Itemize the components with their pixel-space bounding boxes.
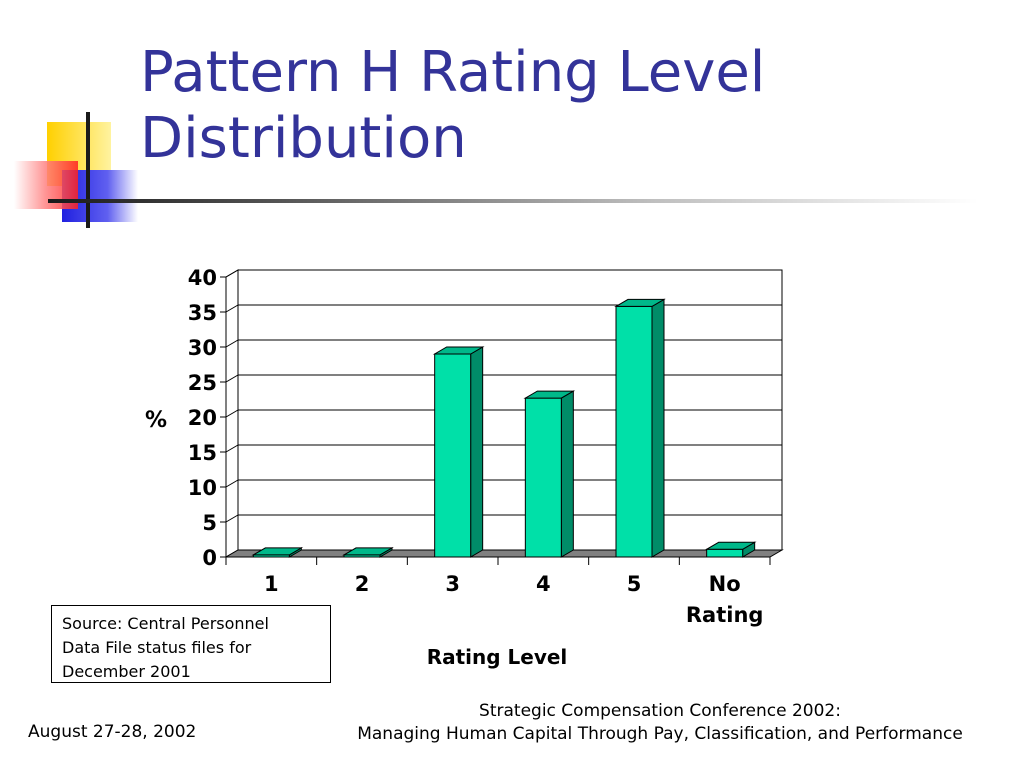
- slide-logo-decoration: [14, 112, 138, 228]
- bar-side: [470, 346, 484, 558]
- title-underline: [48, 199, 978, 203]
- gridline-side: [225, 479, 239, 488]
- y-tick-label: 5: [202, 511, 217, 535]
- y-tick-label: 10: [188, 476, 217, 500]
- page-title: Pattern H Rating Level Distribution: [140, 40, 1000, 172]
- chart-grid: [225, 269, 783, 558]
- bar-top: [614, 298, 666, 307]
- bar-side: [651, 298, 665, 558]
- chart-floor-plane: [224, 549, 784, 558]
- bar-top: [523, 390, 576, 399]
- logo-vertical-line: [86, 112, 90, 228]
- x-tick-label: 4: [536, 572, 551, 596]
- y-tick-label: 20: [188, 406, 217, 430]
- footer-conference: Strategic Compensation Conference 2002: …: [340, 700, 980, 746]
- x-tick-label: 2: [355, 572, 370, 596]
- gridline-side: [225, 409, 239, 418]
- gridline-side: [225, 514, 239, 523]
- bar-front: [615, 305, 653, 558]
- footer-date: August 27-28, 2002: [28, 722, 197, 742]
- bar-top: [342, 547, 394, 556]
- x-tick-label: No Rating: [686, 572, 764, 627]
- source-line-2: Data File status files for: [62, 638, 252, 657]
- bar: [251, 547, 304, 558]
- gridline-side: [225, 304, 239, 313]
- y-tick-label: 35: [188, 301, 217, 325]
- bar: [614, 298, 666, 558]
- bar-top: [432, 346, 485, 355]
- x-axis-ticks: 1 2 3 4 5 No Rating: [225, 557, 771, 627]
- source-line-3: December 2001: [62, 662, 191, 681]
- y-axis-label: %: [145, 408, 167, 433]
- gridline-side: [225, 269, 239, 278]
- y-tick-label: 30: [188, 336, 217, 360]
- x-tick-label: 1: [264, 572, 279, 596]
- footer-conference-line-1: Strategic Compensation Conference 2002:: [479, 701, 841, 721]
- bar-front: [434, 353, 472, 558]
- source-note: Source: Central Personnel Data File stat…: [51, 605, 331, 683]
- bar-top: [704, 541, 757, 550]
- source-line-1: Source: Central Personnel: [62, 614, 269, 633]
- bar: [432, 346, 485, 558]
- bar-front: [706, 548, 744, 558]
- chart-floor: [224, 549, 784, 558]
- footer-conference-line-2: Managing Human Capital Through Pay, Clas…: [357, 724, 963, 744]
- x-axis-label: Rating Level: [427, 645, 568, 669]
- y-axis-ticks: 0 5 10 15 20 25 30 35 40: [188, 266, 226, 570]
- y-tick-label: 15: [188, 441, 217, 465]
- title-line-1: Pattern H Rating Level: [140, 40, 766, 105]
- bar: [342, 547, 394, 558]
- gridline-side: [225, 374, 239, 383]
- gridline-side: [225, 339, 239, 348]
- bar-front: [524, 397, 562, 558]
- y-tick-label: 0: [202, 546, 217, 570]
- bar-side: [560, 390, 574, 558]
- bar-top: [251, 547, 304, 556]
- x-tick-label: 3: [445, 572, 460, 596]
- gridline-side: [225, 444, 239, 453]
- title-line-2: Distribution: [140, 106, 467, 171]
- bar: [704, 541, 757, 558]
- chart-bars: [251, 298, 757, 558]
- bar: [523, 390, 576, 558]
- x-tick-label: 5: [627, 572, 642, 596]
- y-tick-label: 40: [188, 266, 217, 290]
- y-tick-label: 25: [188, 371, 217, 395]
